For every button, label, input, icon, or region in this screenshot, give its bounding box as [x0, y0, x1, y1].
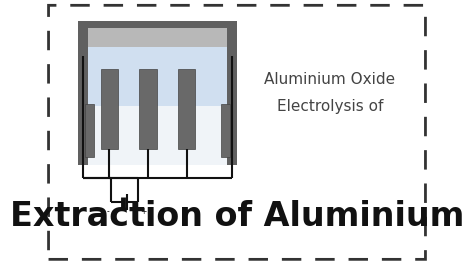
Text: Electrolysis of: Electrolysis of	[277, 99, 383, 114]
Bar	[88, 28, 228, 165]
Bar	[88, 28, 228, 106]
Bar	[85, 104, 94, 157]
Text: +: +	[140, 207, 146, 216]
Bar	[88, 28, 228, 47]
Bar	[228, 21, 237, 165]
Bar	[221, 104, 230, 157]
Text: -: -	[107, 207, 109, 216]
Bar	[178, 69, 195, 149]
Bar	[139, 69, 157, 149]
Bar	[100, 69, 118, 149]
Text: Aluminium Oxide: Aluminium Oxide	[264, 72, 395, 87]
Bar	[78, 21, 88, 165]
Bar	[78, 21, 237, 28]
Text: Extraction of Aluminium: Extraction of Aluminium	[10, 200, 464, 233]
